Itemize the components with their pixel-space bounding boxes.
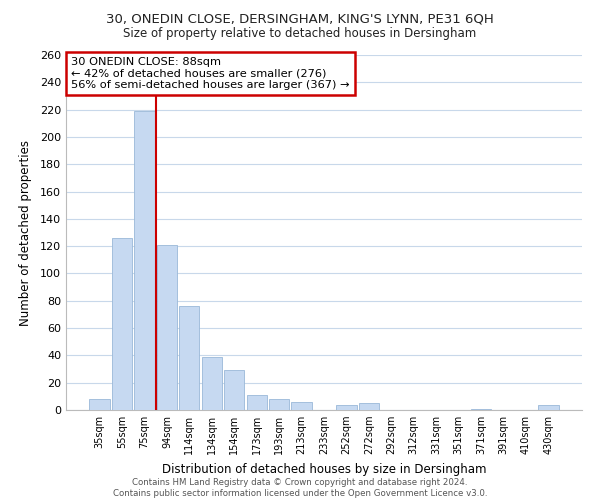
- Bar: [471, 408, 491, 410]
- Bar: [157, 245, 177, 410]
- Bar: [202, 357, 222, 410]
- Text: 30, ONEDIN CLOSE, DERSINGHAM, KING'S LYNN, PE31 6QH: 30, ONEDIN CLOSE, DERSINGHAM, KING'S LYN…: [106, 12, 494, 26]
- Bar: [292, 402, 311, 410]
- Bar: [538, 404, 559, 410]
- Bar: [134, 111, 155, 410]
- Bar: [247, 395, 267, 410]
- Bar: [359, 403, 379, 410]
- Bar: [224, 370, 244, 410]
- Bar: [112, 238, 132, 410]
- Bar: [337, 404, 356, 410]
- Text: Contains HM Land Registry data © Crown copyright and database right 2024.
Contai: Contains HM Land Registry data © Crown c…: [113, 478, 487, 498]
- X-axis label: Distribution of detached houses by size in Dersingham: Distribution of detached houses by size …: [162, 462, 486, 475]
- Text: 30 ONEDIN CLOSE: 88sqm
← 42% of detached houses are smaller (276)
56% of semi-de: 30 ONEDIN CLOSE: 88sqm ← 42% of detached…: [71, 57, 350, 90]
- Bar: [269, 399, 289, 410]
- Bar: [89, 399, 110, 410]
- Text: Size of property relative to detached houses in Dersingham: Size of property relative to detached ho…: [124, 28, 476, 40]
- Bar: [179, 306, 199, 410]
- Y-axis label: Number of detached properties: Number of detached properties: [19, 140, 32, 326]
